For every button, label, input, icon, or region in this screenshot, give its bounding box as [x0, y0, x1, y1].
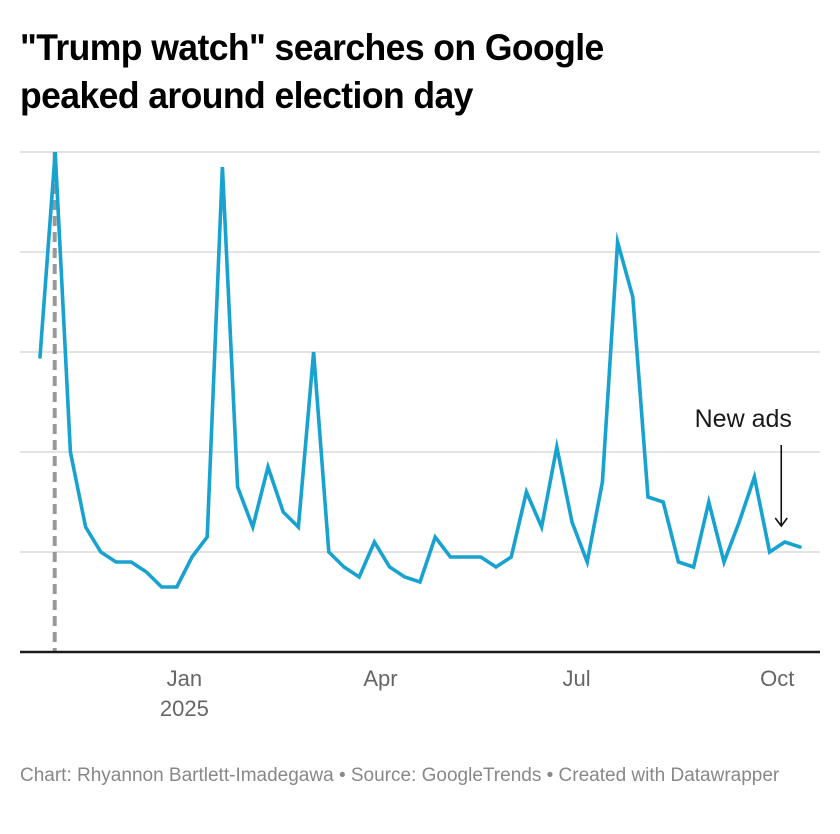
- series-line: [38, 151, 802, 589]
- annotation-arrow-head: [774, 517, 788, 528]
- x-tick-label-oct: Oct: [760, 666, 794, 691]
- chart-title-line-1: "Trump watch" searches on Google: [20, 27, 604, 68]
- annotations: New ads: [695, 405, 792, 528]
- footer-credit: Chart: Rhyannon Bartlett-Imadegawa • Sou…: [20, 765, 780, 786]
- x-tick-label-apr: Apr: [363, 666, 397, 691]
- chart-footer: Chart: Rhyannon Bartlett-Imadegawa • Sou…: [20, 762, 820, 790]
- x-tick-label-jul: Jul: [562, 666, 590, 691]
- chart-title: "Trump watch" searches on Google peaked …: [20, 24, 788, 120]
- x-tick-label-jan: Jan: [167, 666, 202, 691]
- chart-title-line-2: peaked around election day: [20, 75, 473, 116]
- gridlines: [20, 151, 820, 553]
- x-axis-ticks: Jan 2025 Apr Jul Oct: [160, 666, 794, 721]
- series-layer: [38, 151, 802, 589]
- annotation-new-ads-label: New ads: [695, 405, 792, 433]
- line-chart: Jan 2025 Apr Jul Oct New ads: [20, 151, 820, 721]
- x-tick-sublabel-2025: 2025: [160, 696, 209, 721]
